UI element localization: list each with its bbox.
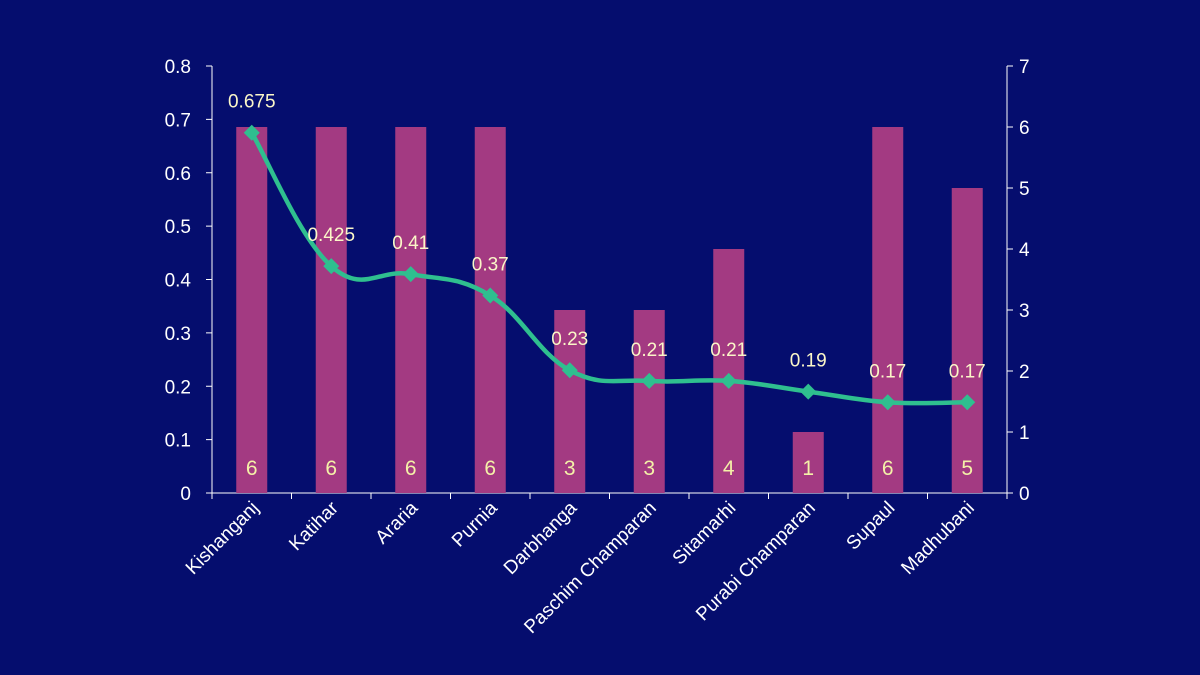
bar-value-label: 6 [405,457,417,480]
right-tick-label: 4 [1019,240,1030,261]
line-value-label: 0.23 [551,329,588,350]
bar [554,310,586,493]
bar [395,127,427,493]
left-tick-label: 0 [180,484,191,505]
category-label: Darbhanga [500,497,582,579]
left-tick-label: 0.8 [165,57,191,78]
bar-value-label: 6 [246,457,258,480]
bar-value-label: 3 [564,457,576,480]
right-tick-label: 7 [1019,57,1030,78]
line-marker [243,124,260,141]
bar-value-label: 3 [643,457,655,480]
left-tick-label: 0.6 [165,164,191,185]
category-label: Sitamarhi [669,498,741,570]
bar [633,310,665,493]
line-value-label: 0.37 [472,255,509,276]
bar [951,188,983,493]
category-label: Paschim Champaran [520,498,660,638]
line-value-label: 0.41 [392,233,429,254]
bar-value-label: 6 [882,457,894,480]
right-tick-label: 6 [1019,118,1030,139]
right-tick-label: 2 [1019,362,1030,383]
right-tick-label: 5 [1019,179,1030,200]
bar [315,127,347,493]
left-tick-label: 0.2 [165,377,191,398]
bar [236,127,268,493]
line-marker [641,372,658,389]
category-label: Katihar [285,497,343,555]
line-marker [402,266,419,283]
line-marker [323,258,340,275]
bar-value-label: 5 [961,457,973,480]
line-marker [482,287,499,304]
category-label: Araria [372,497,423,548]
line-value-label: 0.17 [949,361,986,382]
line-marker [800,383,817,400]
left-tick-label: 0.1 [165,431,191,452]
line-marker [561,362,578,379]
line-marker [720,372,737,389]
category-label: Madhubani [897,498,978,579]
bar-value-label: 1 [802,457,814,480]
category-label: Supaul [843,498,900,555]
line-value-label: 0.21 [710,340,747,361]
bar [474,127,506,493]
line-value-label: 0.675 [228,92,276,113]
right-tick-label: 3 [1019,301,1030,322]
bars [236,127,983,493]
left-tick-label: 0.4 [165,271,192,292]
bar-value-label: 4 [723,457,735,480]
left-tick-label: 0.5 [165,217,191,238]
bar [872,127,904,493]
line-value-label: 0.21 [631,340,668,361]
left-tick-label: 0.3 [165,324,191,345]
line-marker [959,394,976,411]
bar [792,432,824,493]
bar-value-label: 6 [484,457,496,480]
line-path [249,131,968,406]
line-value-label: 0.425 [307,225,355,246]
left-tick-label: 0.7 [165,110,191,131]
line-marker [879,394,896,411]
category-label: Purnia [448,497,502,551]
bar [713,249,745,493]
bar-value-label: 6 [325,457,337,480]
right-tick-label: 0 [1019,484,1030,505]
labels: 6 6 6 6 3 3 4 1 6 5 0.675 0.425 0.41 0.37 0.23 0.21 0.21… [228,92,986,480]
category-label: Kishanganj [182,498,263,579]
right-tick-label: 1 [1019,423,1030,444]
line-value-label: 0.19 [790,351,827,372]
line-value-label: 0.17 [869,361,906,382]
line-series [243,124,976,411]
